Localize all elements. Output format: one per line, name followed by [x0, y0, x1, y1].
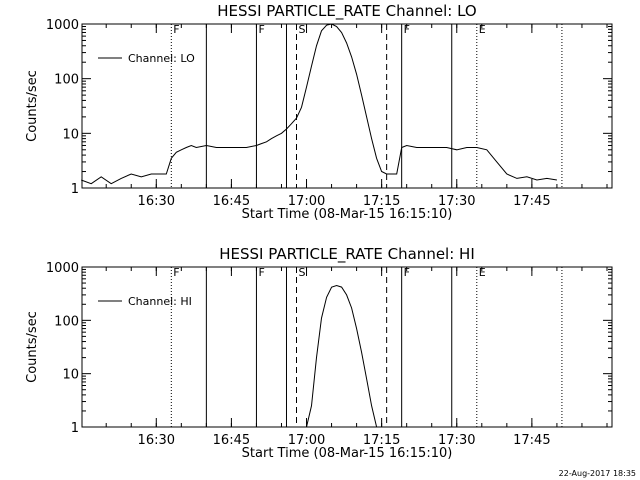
- event-marker-label: F: [173, 23, 179, 36]
- event-marker-label: F: [404, 23, 410, 36]
- x-tick-label: 17:30: [438, 194, 475, 209]
- y-tick-label: 1: [71, 421, 79, 436]
- x-tick-label: 17:45: [513, 194, 550, 209]
- event-marker-label: F: [173, 266, 179, 279]
- x-tick-label: 17:15: [363, 194, 400, 209]
- x-tick-label: 17:45: [513, 433, 550, 448]
- y-tick-label: 100: [54, 314, 79, 329]
- plot-timestamp: 22-Aug-2017 18:35: [559, 469, 636, 478]
- series-line: [81, 23, 557, 185]
- panel-lo: HESSI PARTICLE_RATE Channel: LO 1 10 100 100…: [25, 2, 613, 222]
- legend-label: Channel: LO: [128, 52, 195, 65]
- event-marker-label: E: [479, 23, 486, 36]
- plot-frame: [81, 266, 613, 428]
- plot-frame: [81, 23, 613, 189]
- x-tick-label: 16:30: [138, 194, 175, 209]
- x-tick-label: 16:45: [213, 433, 250, 448]
- y-tick-label: 10: [62, 368, 79, 383]
- y-tick-label: 1000: [46, 18, 79, 33]
- x-tick-label: 17:15: [363, 433, 400, 448]
- x-tick-label: 17:30: [438, 433, 475, 448]
- x-tick-label: 17:00: [288, 433, 325, 448]
- event-marker-label: E: [479, 266, 486, 279]
- y-axis-label: Counts/sec: [25, 311, 40, 383]
- event-marker-label: S: [299, 266, 306, 279]
- series-line: [306, 284, 378, 428]
- x-axis-label: Start Time (08-Mar-15 16:15:10): [242, 446, 453, 461]
- x-tick-label: 17:00: [288, 194, 325, 209]
- x-tick-label: 16:30: [138, 433, 175, 448]
- y-tick-label: 100: [54, 73, 79, 88]
- event-marker-label: F: [258, 23, 264, 36]
- x-tick-label: 16:45: [213, 194, 250, 209]
- event-marker-label: S: [299, 23, 306, 36]
- chart-title: HESSI PARTICLE_RATE Channel: HI: [219, 245, 475, 264]
- panel-hi: HESSI PARTICLE_RATE Channel: HI 1 10 100 100…: [25, 245, 613, 461]
- legend-label: Channel: HI: [128, 295, 192, 308]
- y-tick-label: 10: [62, 127, 79, 142]
- x-axis-label: Start Time (08-Mar-15 16:15:10): [242, 207, 453, 222]
- y-tick-label: 1: [71, 182, 79, 197]
- event-marker-label: F: [258, 266, 264, 279]
- event-marker-label: F: [404, 266, 410, 279]
- y-tick-label: 1000: [46, 261, 79, 276]
- chart-title: HESSI PARTICLE_RATE Channel: LO: [217, 2, 476, 21]
- y-axis-label: Counts/sec: [25, 70, 40, 142]
